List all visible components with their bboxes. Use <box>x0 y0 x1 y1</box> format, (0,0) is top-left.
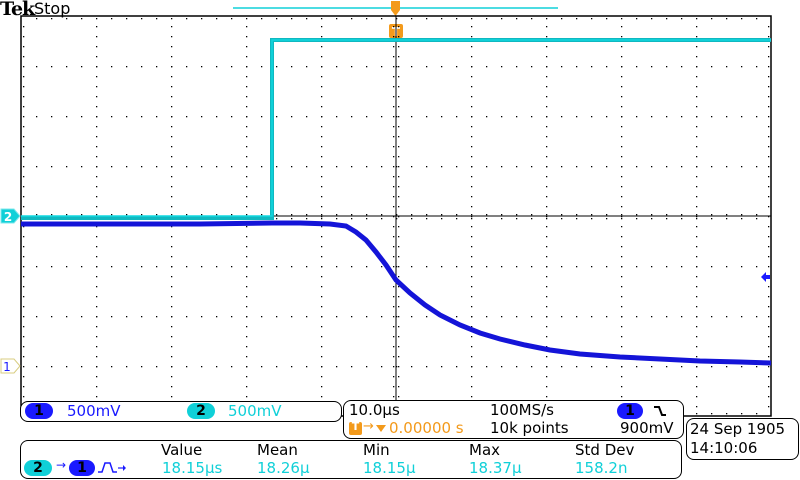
ch1-ground-marker[interactable]: 1 <box>0 358 21 374</box>
trigger-position-icon[interactable] <box>391 1 400 16</box>
trigger-level[interactable]: 900mV <box>620 419 674 437</box>
ch2-waveform <box>21 38 771 220</box>
measure-min: 18.15µ <box>363 459 416 477</box>
graticule-grid <box>23 18 770 415</box>
ch2-scale[interactable]: 500mV <box>228 402 282 420</box>
trigger-source-badge[interactable]: 1 <box>617 403 643 419</box>
arrow-right-icon: → <box>363 419 374 434</box>
measure-source-ch1-badge[interactable]: 1 <box>69 460 95 476</box>
svg-text:1: 1 <box>3 360 11 374</box>
delay-measure-icon <box>97 459 127 475</box>
trigger-level-arrow-icon[interactable] <box>761 272 770 282</box>
trigger-position[interactable]: 0.00000 s <box>389 419 464 437</box>
trigger-down-arrow-icon <box>376 425 386 432</box>
acquisition-status: Stop <box>34 0 71 18</box>
channel-scale-panel: 1 500mV 2 500mV <box>20 401 342 422</box>
measure-source-ch2-badge[interactable]: 2 <box>24 460 52 476</box>
arrow-right-icon: → <box>56 458 67 472</box>
trigger-position-badge: T <box>349 420 362 435</box>
date: 24 Sep 1905 <box>690 420 786 438</box>
ch2-ground-marker[interactable]: 2 <box>0 208 21 224</box>
ch2-badge[interactable]: 2 <box>187 403 215 419</box>
ch1-badge[interactable]: 1 <box>25 403 53 419</box>
ch1-scale[interactable]: 500mV <box>67 402 121 420</box>
measure-stddev: 158.2n <box>575 459 628 477</box>
measure-header-min: Min <box>363 441 390 459</box>
svg-text:2: 2 <box>4 210 12 224</box>
measure-header-mean: Mean <box>257 441 298 459</box>
brand-logo: Tek <box>0 0 35 20</box>
sample-rate: 100MS/s <box>490 401 554 419</box>
record-length: 10k points <box>490 419 569 437</box>
measurement-panel: 2 → 1 Value Mean Min Max Std Dev 18.15µs… <box>20 440 682 479</box>
time: 14:10:06 <box>690 439 758 457</box>
measure-header-stddev: Std Dev <box>575 441 635 459</box>
timebase-panel: 10.0µs 100MS/s 1 T → 0.00000 s 10k point… <box>343 400 684 439</box>
falling-edge-icon <box>653 403 667 417</box>
measure-mean: 18.26µ <box>257 459 310 477</box>
measure-value: 18.15µs <box>162 459 223 477</box>
horizontal-scale[interactable]: 10.0µs <box>349 401 400 419</box>
ch1-waveform <box>21 220 772 366</box>
datetime-panel: 24 Sep 1905 14:10:06 <box>686 418 799 460</box>
measure-max: 18.37µ <box>469 459 522 477</box>
measure-header-value: Value <box>161 441 203 459</box>
measure-header-max: Max <box>469 441 501 459</box>
